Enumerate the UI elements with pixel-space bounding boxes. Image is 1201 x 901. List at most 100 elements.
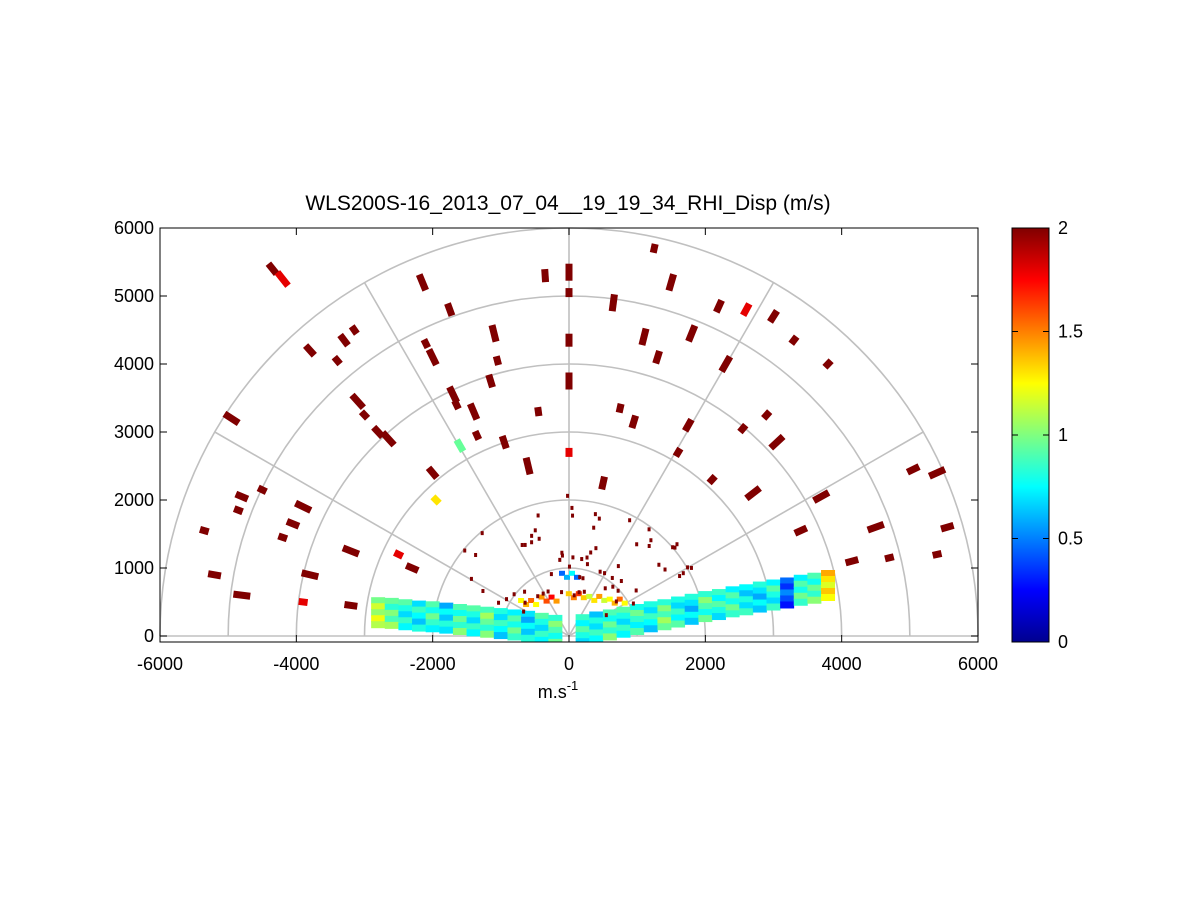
band-gate <box>439 614 454 622</box>
near-field-point <box>536 513 540 518</box>
near-range-gate <box>621 600 628 606</box>
band-gate <box>616 624 631 632</box>
data-point <box>608 293 618 312</box>
data-point <box>940 522 955 533</box>
band-gate <box>548 632 563 640</box>
near-field-point <box>619 579 623 584</box>
band-gate <box>780 577 795 585</box>
near-field-point <box>673 545 677 550</box>
near-field-point <box>603 586 607 591</box>
data-point-gate <box>665 273 677 292</box>
data-point <box>615 403 625 414</box>
data-point <box>232 590 251 600</box>
data-point-gate <box>718 354 734 374</box>
x-axis: -6000 -4000 -2000 0 2000 4000 6000 <box>137 228 998 674</box>
near-field-point <box>647 543 651 548</box>
spoke-60deg <box>568 282 775 637</box>
y-axis: 0 1000 2000 3000 4000 5000 6000 <box>114 218 978 646</box>
band-gate <box>575 632 590 640</box>
data-point <box>348 324 360 336</box>
band-gate <box>602 627 617 635</box>
x-tick-label: 6000 <box>958 654 998 674</box>
data-point <box>492 355 502 366</box>
x-axis-label-superscript: -1 <box>567 678 579 693</box>
band-gate <box>371 603 386 611</box>
data-point <box>485 373 496 389</box>
data-point <box>706 473 718 486</box>
near-range-gate <box>553 598 560 604</box>
colorbar-ticks: 0 0.5 1 1.5 2 <box>1012 218 1083 652</box>
band-gate <box>521 622 536 630</box>
band-gate <box>439 602 454 610</box>
data-point-gate <box>293 499 313 514</box>
data-point <box>404 562 420 574</box>
data-point <box>793 524 809 537</box>
data-point-gate <box>685 324 699 343</box>
data-point-gate <box>256 484 268 495</box>
data-point-gate <box>349 392 366 411</box>
near-field-point <box>558 557 562 562</box>
near-field-point <box>616 564 620 569</box>
band-gate <box>793 574 808 582</box>
near-field-point <box>497 600 501 605</box>
near-field-point <box>560 550 564 555</box>
colorbar-tick-label: 2 <box>1058 218 1068 238</box>
colorbar-tick-label: 0.5 <box>1058 529 1083 549</box>
data-point-gate <box>498 434 510 450</box>
near-field-point <box>616 588 620 593</box>
data-point <box>788 334 800 346</box>
near-range-gate <box>533 602 540 607</box>
data-point-gate <box>358 409 371 421</box>
band-gate <box>452 604 467 611</box>
near-field-point <box>523 589 527 594</box>
band-gate <box>548 614 563 622</box>
data-point-gate <box>234 490 250 503</box>
spoke-30deg <box>568 431 924 637</box>
y-tick-label: 1000 <box>114 558 154 578</box>
band-gate <box>766 579 781 587</box>
near-field-point <box>566 493 570 498</box>
data-point-gate <box>737 422 749 435</box>
near-field-point <box>523 600 527 605</box>
band-gate <box>793 592 808 600</box>
band-gate <box>480 618 495 626</box>
near-field-point <box>614 599 618 604</box>
band-gate <box>548 638 563 642</box>
band-gate <box>657 611 672 619</box>
band-gate <box>425 625 440 633</box>
data-point-gate <box>768 433 786 451</box>
near-field-point <box>533 528 537 533</box>
near-range-gate <box>564 574 570 580</box>
band-gate <box>711 595 726 603</box>
band-gate <box>589 629 604 637</box>
data-point <box>488 324 500 343</box>
data-point <box>768 433 786 451</box>
band-gate <box>630 610 645 617</box>
near-field-point <box>567 564 571 569</box>
near-field-point <box>522 609 526 614</box>
band-gate <box>793 598 808 606</box>
data-point <box>274 270 291 288</box>
x-axis-label: m.s-1 <box>538 678 579 702</box>
data-point-gate <box>300 569 320 581</box>
band-gate <box>739 602 754 610</box>
band-gate <box>412 618 427 626</box>
data-point <box>415 273 429 292</box>
band-gate <box>521 610 536 618</box>
near-range-gate <box>548 594 555 600</box>
data-point <box>822 358 834 370</box>
band-gate <box>807 584 822 592</box>
near-field-point <box>523 542 527 547</box>
band-gate <box>425 607 440 615</box>
band-gate <box>466 611 481 619</box>
band-gate <box>452 610 467 617</box>
band-gate <box>821 582 836 589</box>
data-point <box>713 298 725 314</box>
band-gate <box>725 610 740 618</box>
data-point-gate <box>451 399 462 411</box>
data-point-gate <box>522 456 534 476</box>
band-gate <box>398 623 413 631</box>
band-gate <box>480 624 495 632</box>
data-point-gate <box>232 590 251 600</box>
near-field-point <box>657 562 661 567</box>
